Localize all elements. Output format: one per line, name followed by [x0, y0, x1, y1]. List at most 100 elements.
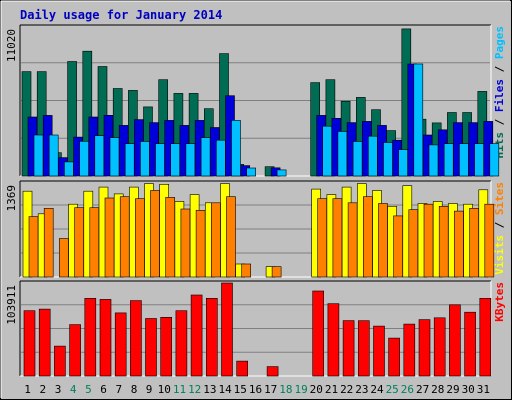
x-tick-label: 10 [158, 383, 171, 396]
bar-sites-day-6 [104, 197, 115, 278]
legend-item: / [493, 215, 506, 235]
bar-sites-day-25 [393, 215, 403, 278]
bar-sites-day-27 [423, 203, 434, 278]
bar-pages-day-26 [413, 63, 424, 177]
bar-pages-day-4 [79, 141, 89, 177]
bar-sites-day-29 [454, 210, 464, 278]
bar-kbytes-day-4 [69, 324, 81, 377]
bar-sites-day-10 [165, 197, 175, 278]
bar-sites-day-4 [74, 207, 84, 278]
x-tick-label: 23 [355, 383, 368, 396]
panel-hits: 11020 Hits / Files / Pages [5, 24, 506, 177]
bar-kbytes-day-1 [23, 310, 36, 377]
bar-kbytes-day-10 [160, 316, 172, 377]
x-tick-label: 4 [70, 383, 77, 396]
bar-kbytes-day-26 [403, 323, 416, 377]
bar-sites-day-8 [135, 198, 145, 278]
bar-kbytes-day-15 [236, 360, 248, 377]
bar-pages-day-27 [428, 144, 439, 177]
chart-title: Daily usage for January 2014 [20, 8, 222, 22]
bar-pages-day-9 [155, 143, 165, 177]
y-max-label: 1369 [5, 185, 18, 212]
x-tick-label: 12 [188, 383, 201, 396]
legend-item: / [493, 112, 506, 132]
legend-item: / [493, 59, 506, 79]
bar-pages-day-29 [459, 143, 469, 177]
series-pages [33, 63, 500, 177]
bar-kbytes-day-29 [449, 304, 461, 377]
bar-pages-day-8 [140, 141, 150, 177]
x-axis-labels: 1 2 3 4 5 6 7 8 9 10 11 12 13 14 15 16 17 18 19 20 21 22 23 24 2… [24, 383, 490, 396]
x-tick-label: 15 [234, 383, 247, 396]
bar-pages-day-10 [170, 143, 180, 177]
bar-kbytes-day-24 [373, 325, 385, 377]
legend-item: Sites [493, 182, 506, 215]
x-tick-label: 31 [477, 383, 490, 396]
bar-kbytes-day-8 [130, 300, 142, 377]
x-tick-label: 8 [131, 383, 138, 396]
x-tick-label: 24 [370, 383, 384, 396]
series-visits [22, 183, 489, 278]
series-sites [28, 190, 495, 278]
bar-kbytes-day-12 [190, 294, 203, 377]
y-max-label: 103911 [5, 285, 18, 325]
bar-kbytes-day-2 [38, 308, 51, 377]
bar-sites-day-24 [378, 203, 388, 278]
bar-kbytes-day-30 [464, 311, 476, 377]
bar-sites-day-13 [211, 202, 221, 278]
x-tick-label: 9 [146, 383, 153, 396]
x-tick-label: 7 [115, 383, 122, 396]
bar-kbytes-day-17 [266, 366, 279, 377]
bar-sites-day-23 [362, 196, 373, 278]
series-kbytes [23, 282, 492, 377]
bar-sites-day-3 [59, 238, 69, 278]
bar-kbytes-day-21 [327, 303, 340, 377]
bar-sites-day-5 [89, 207, 100, 278]
bar-kbytes-day-23 [357, 320, 370, 377]
legend: Hits / Files / Pages [493, 26, 506, 159]
bar-pages-day-28 [443, 143, 454, 177]
x-tick-label: 27 [416, 383, 429, 396]
bar-sites-day-14 [226, 196, 236, 278]
bar-sites-day-26 [408, 209, 419, 278]
bar-pages-day-5 [94, 135, 105, 177]
x-tick-label: 6 [100, 383, 107, 396]
bar-kbytes-day-25 [388, 337, 400, 377]
bar-kbytes-day-14 [221, 282, 233, 377]
bar-pages-day-17 [276, 169, 287, 177]
x-tick-label: 25 [386, 383, 399, 396]
x-tick-label: 19 [294, 383, 307, 396]
bar-pages-day-14 [231, 120, 241, 177]
bar-kbytes-day-13 [206, 297, 218, 377]
bar-pages-day-31 [489, 143, 500, 177]
bar-kbytes-day-27 [418, 319, 431, 377]
bar-pages-day-21 [337, 131, 348, 177]
legend-item: Visits [493, 235, 506, 275]
bar-sites-day-2 [43, 208, 54, 278]
bar-sites-day-9 [150, 190, 160, 278]
legend: Visits / Sites [493, 182, 506, 275]
bar-kbytes-day-11 [175, 310, 188, 377]
bar-pages-day-24 [383, 142, 393, 177]
legend-item: Pages [493, 26, 506, 59]
bar-pages-day-11 [185, 143, 196, 177]
series-files [27, 63, 494, 177]
legend-item: Files [493, 79, 506, 112]
x-tick-label: 1 [24, 383, 31, 396]
x-tick-label: 13 [203, 383, 216, 396]
bar-pages-day-15 [246, 167, 256, 177]
bar-sites-day-30 [469, 208, 479, 278]
bar-sites-day-31 [484, 203, 495, 278]
bar-pages-day-7 [124, 143, 135, 177]
bar-sites-day-21 [332, 198, 343, 278]
bar-pages-day-20 [322, 125, 333, 177]
x-tick-label: 20 [310, 383, 323, 396]
bar-kbytes-day-3 [54, 345, 66, 377]
bar-kbytes-day-28 [433, 317, 446, 377]
x-tick-label: 17 [264, 383, 277, 396]
bar-kbytes-day-5 [84, 297, 97, 377]
bar-pages-day-30 [474, 143, 484, 177]
panel-visits: 1369 Visits / Sites [5, 180, 506, 278]
bar-pages-day-22 [352, 141, 363, 177]
